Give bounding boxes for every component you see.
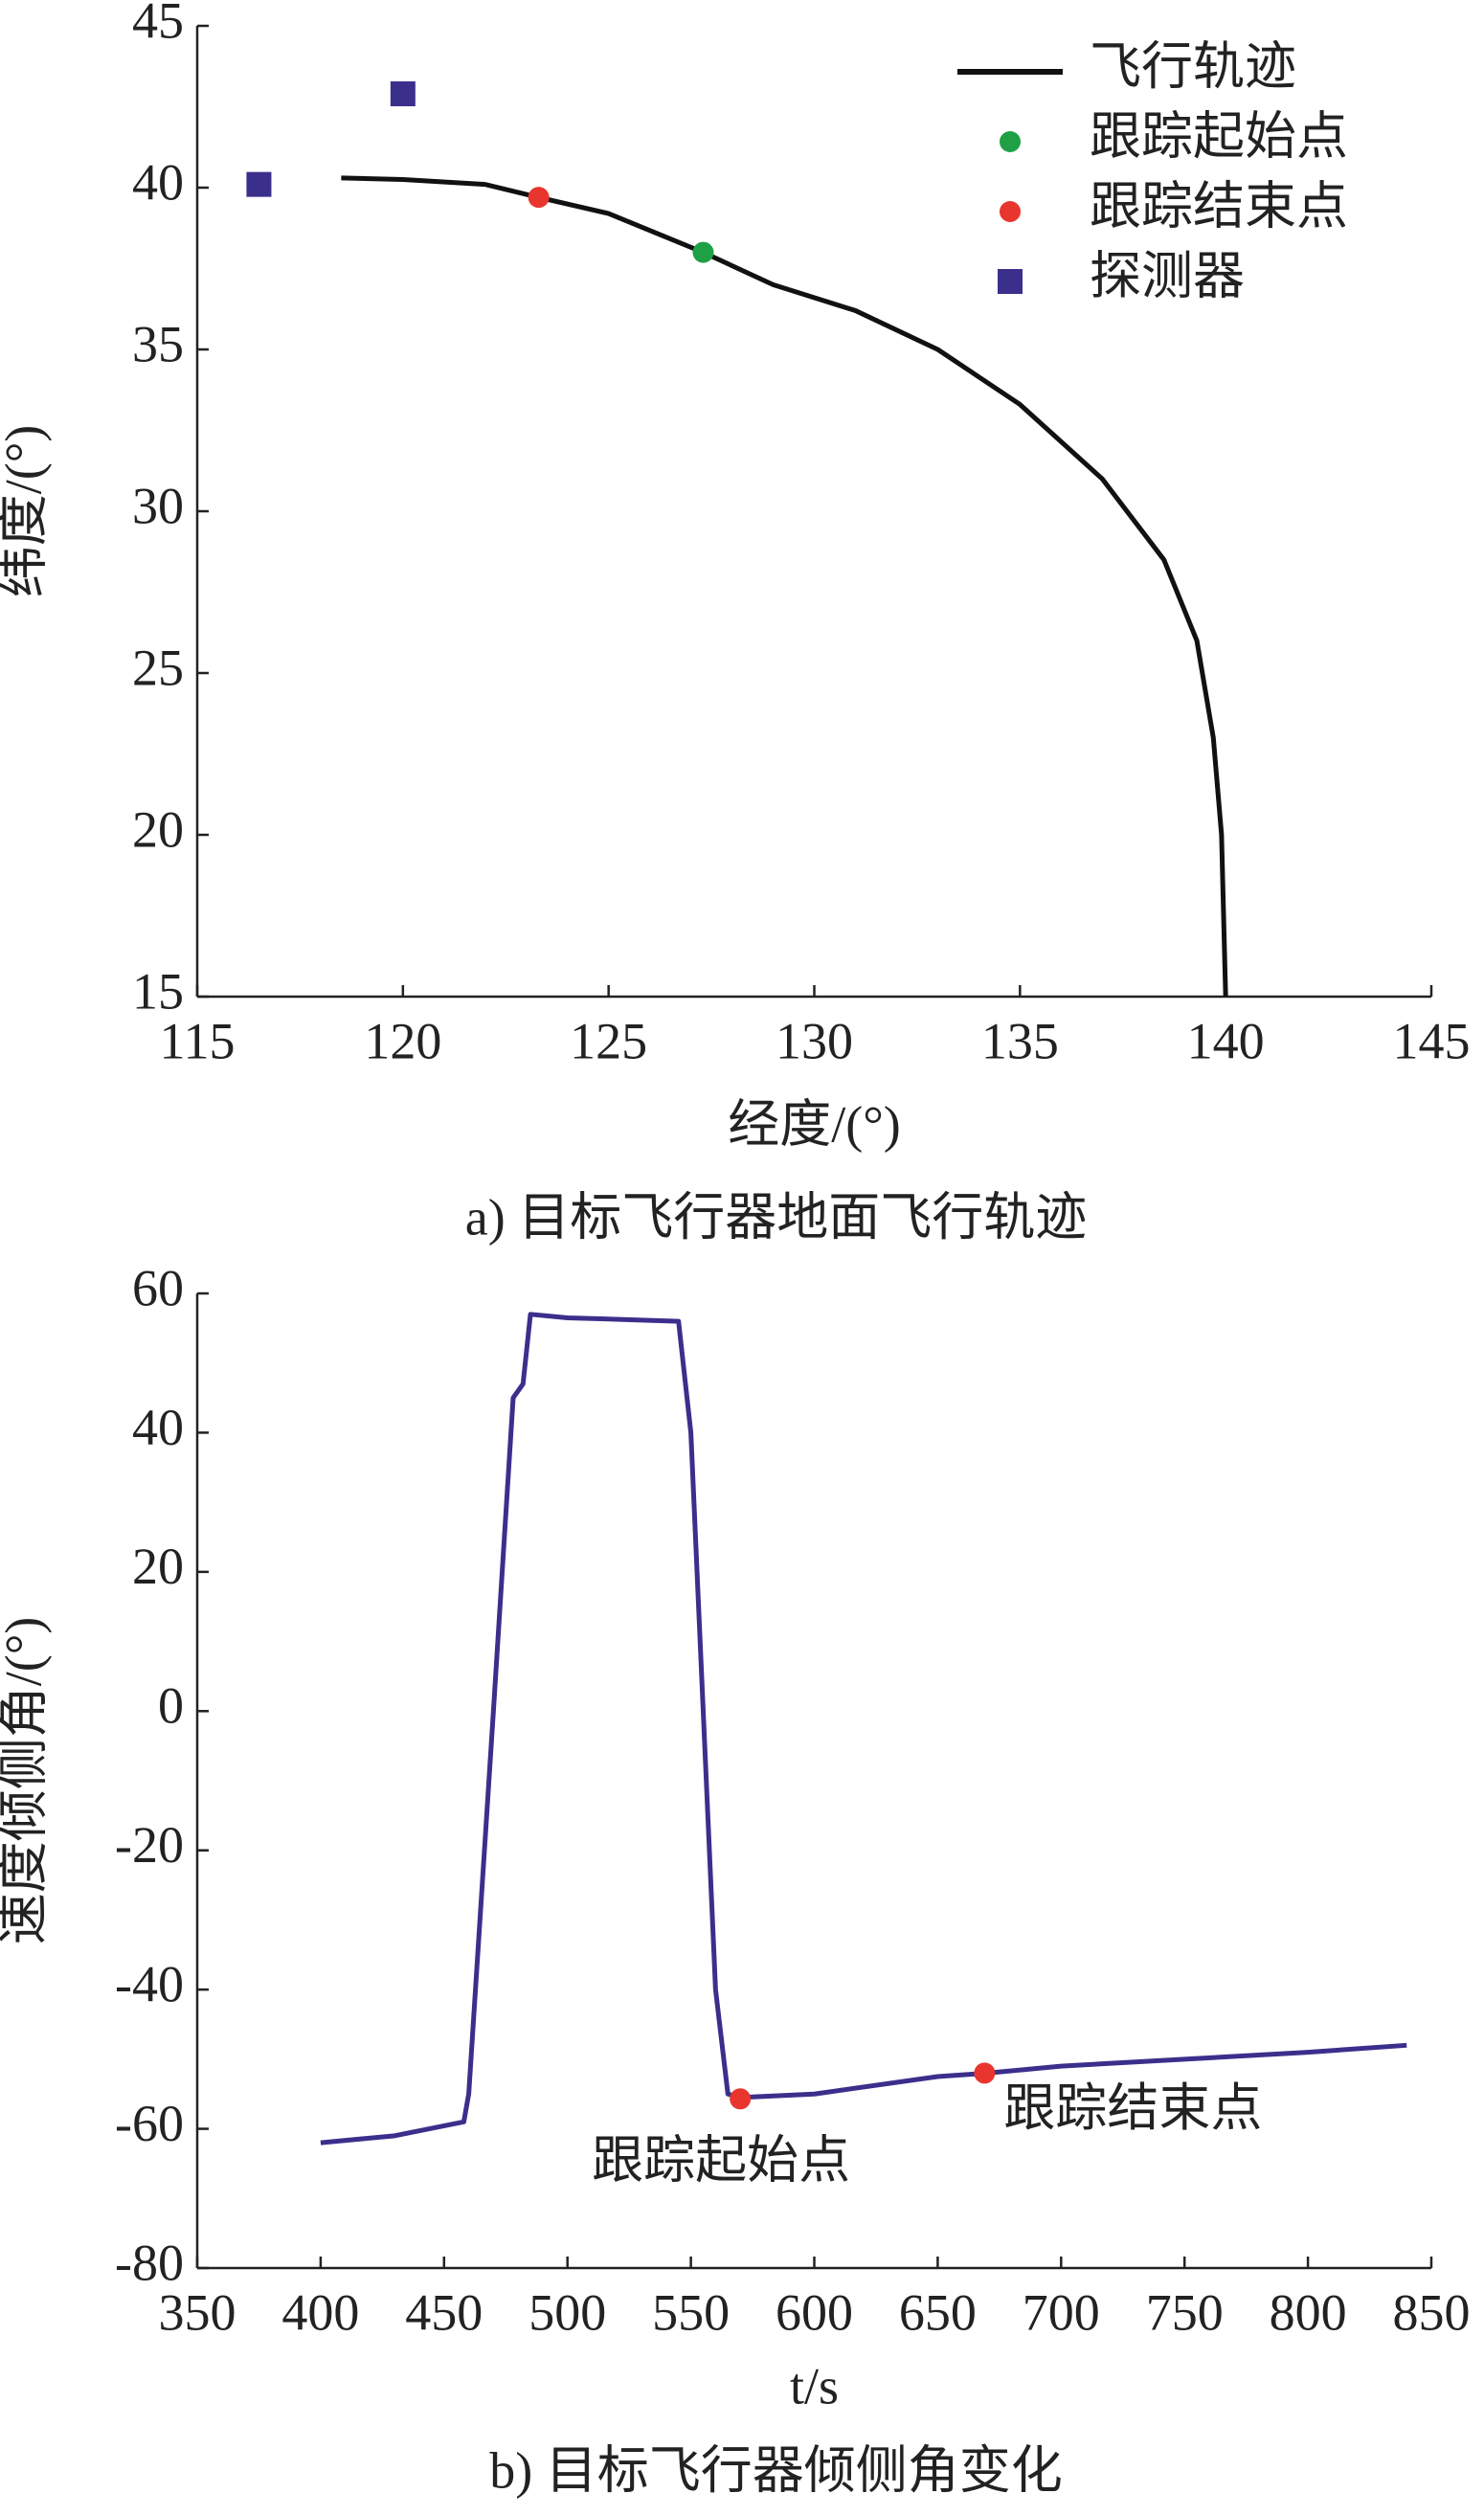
y-tick-label: 20 [132,800,184,858]
y-tick-label: 20 [132,1538,184,1595]
x-tick-label: 125 [570,1012,647,1069]
point-marker [528,187,550,209]
x-tick-label: 120 [364,1012,441,1069]
legend-label: 探测器 [1090,247,1245,304]
x-tick-label: 850 [1393,2283,1471,2341]
point-marker [692,241,714,263]
x-tick-label: 550 [652,2283,730,2341]
y-tick-label: -60 [115,2095,184,2152]
y-tick-label: -40 [115,1956,184,2013]
x-tick-label: 130 [776,1012,853,1069]
x-tick-label: 650 [899,2283,977,2341]
y-tick-label: 35 [132,315,184,372]
x-tick-label: 140 [1187,1012,1265,1069]
x-tick-label: 145 [1393,1012,1471,1069]
annotation-label: 跟踪起始点 [592,2132,850,2190]
annotation-label: 跟踪结束点 [1003,2079,1262,2137]
x-tick-label: 750 [1146,2283,1224,2341]
x-tick-label: 800 [1270,2283,1347,2341]
caption: a) 目标飞行器地面飞行轨迹 [465,1188,1087,1246]
legend-swatch [1000,131,1021,152]
y-tick-label: -80 [115,2234,184,2291]
y-tick-label: 40 [132,1399,184,1456]
y-tick-label: 25 [132,639,184,696]
annotation-point [730,2088,752,2110]
trajectory-line [320,1312,1407,2145]
legend-label: 跟踪起始点 [1090,107,1348,165]
y-axis-label: 纬度/(°) [0,425,52,598]
x-tick-label: 700 [1023,2283,1100,2341]
y-tick-label: 0 [158,1677,184,1735]
detector-marker [246,171,272,197]
x-tick-label: 135 [981,1012,1059,1069]
y-tick-label: 15 [132,962,184,1020]
annotation-point [974,2062,996,2084]
trajectory-line [341,175,1228,998]
x-axis-label: t/s [790,2357,839,2415]
detector-marker [390,80,416,106]
x-tick-label: 350 [159,2283,236,2341]
y-axis-label: 速度倾侧角/(°) [0,1617,52,1945]
y-tick-label: 60 [132,1259,184,1316]
legend-label: 跟踪结束点 [1090,177,1348,235]
x-tick-label: 600 [776,2283,853,2341]
legend-label: 飞行轨迹 [1090,37,1296,95]
legend-swatch [1000,201,1021,222]
y-tick-label: 30 [132,477,184,534]
legend-swatch [998,269,1023,294]
x-axis-label: 经度/(°) [728,1095,901,1153]
x-tick-label: 500 [528,2283,606,2341]
caption: b) 目标飞行器倾侧角变化 [489,2441,1062,2499]
y-tick-label: 40 [132,153,184,211]
x-tick-label: 450 [405,2283,483,2341]
y-tick-label: -20 [115,1816,184,1874]
x-tick-label: 115 [160,1012,236,1069]
y-tick-label: 45 [132,0,184,49]
x-tick-label: 400 [281,2283,359,2341]
